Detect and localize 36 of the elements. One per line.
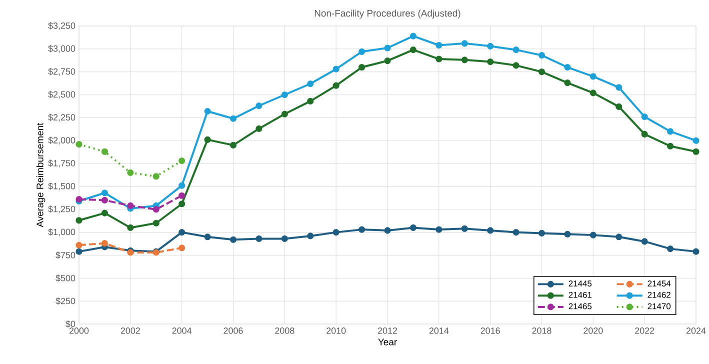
x-tick-label: 2022 — [635, 328, 654, 334]
x-tick-label: 2012 — [378, 328, 398, 334]
x-tick-label: 2006 — [224, 328, 243, 334]
chart-title: Non-Facility Procedures (Adjusted) — [314, 10, 460, 18]
y-tick-label: $250 — [56, 297, 76, 305]
y-tick-label: $0 — [66, 320, 76, 328]
legend-label: 21462 — [648, 292, 670, 298]
x-axis-title: Year — [378, 338, 397, 346]
y-tick-label: $500 — [56, 274, 76, 282]
y-tick-label: $2,750 — [48, 68, 76, 76]
x-tick-label: 2000 — [69, 328, 89, 334]
legend-label: 21445 — [568, 280, 592, 286]
x-tick-label: 2004 — [172, 328, 192, 334]
y-tick-label: $3,000 — [48, 45, 76, 53]
x-tick-label: 2020 — [584, 328, 603, 334]
legend-label: 21454 — [648, 280, 671, 286]
y-tick-label: $750 — [56, 252, 76, 259]
x-tick-label: 2016 — [480, 328, 500, 334]
legend-label: 21470 — [648, 303, 671, 310]
y-tick-label: $2,250 — [48, 114, 76, 122]
y-tick-label: $1,500 — [48, 182, 76, 190]
y-tick-label: $3,250 — [48, 22, 76, 30]
x-tick-label: 2018 — [532, 328, 552, 334]
x-tick-label: 2002 — [120, 328, 140, 334]
y-tick-label: $2,000 — [48, 136, 76, 144]
x-tick-label: 2024 — [686, 328, 706, 334]
x-tick-label: 2008 — [275, 328, 294, 334]
legend-label: 21461 — [568, 292, 592, 298]
y-tick-label: $1,750 — [48, 160, 76, 168]
y-axis-title: Average Reimbursement — [36, 122, 46, 228]
x-tick-label: 2014 — [429, 328, 449, 334]
x-tick-label: 2010 — [326, 328, 346, 334]
y-tick-label: $1,000 — [48, 228, 76, 236]
y-tick-label: $2,500 — [48, 90, 76, 99]
legend-label: 21465 — [568, 303, 592, 310]
y-tick-label: $1,250 — [48, 205, 76, 214]
